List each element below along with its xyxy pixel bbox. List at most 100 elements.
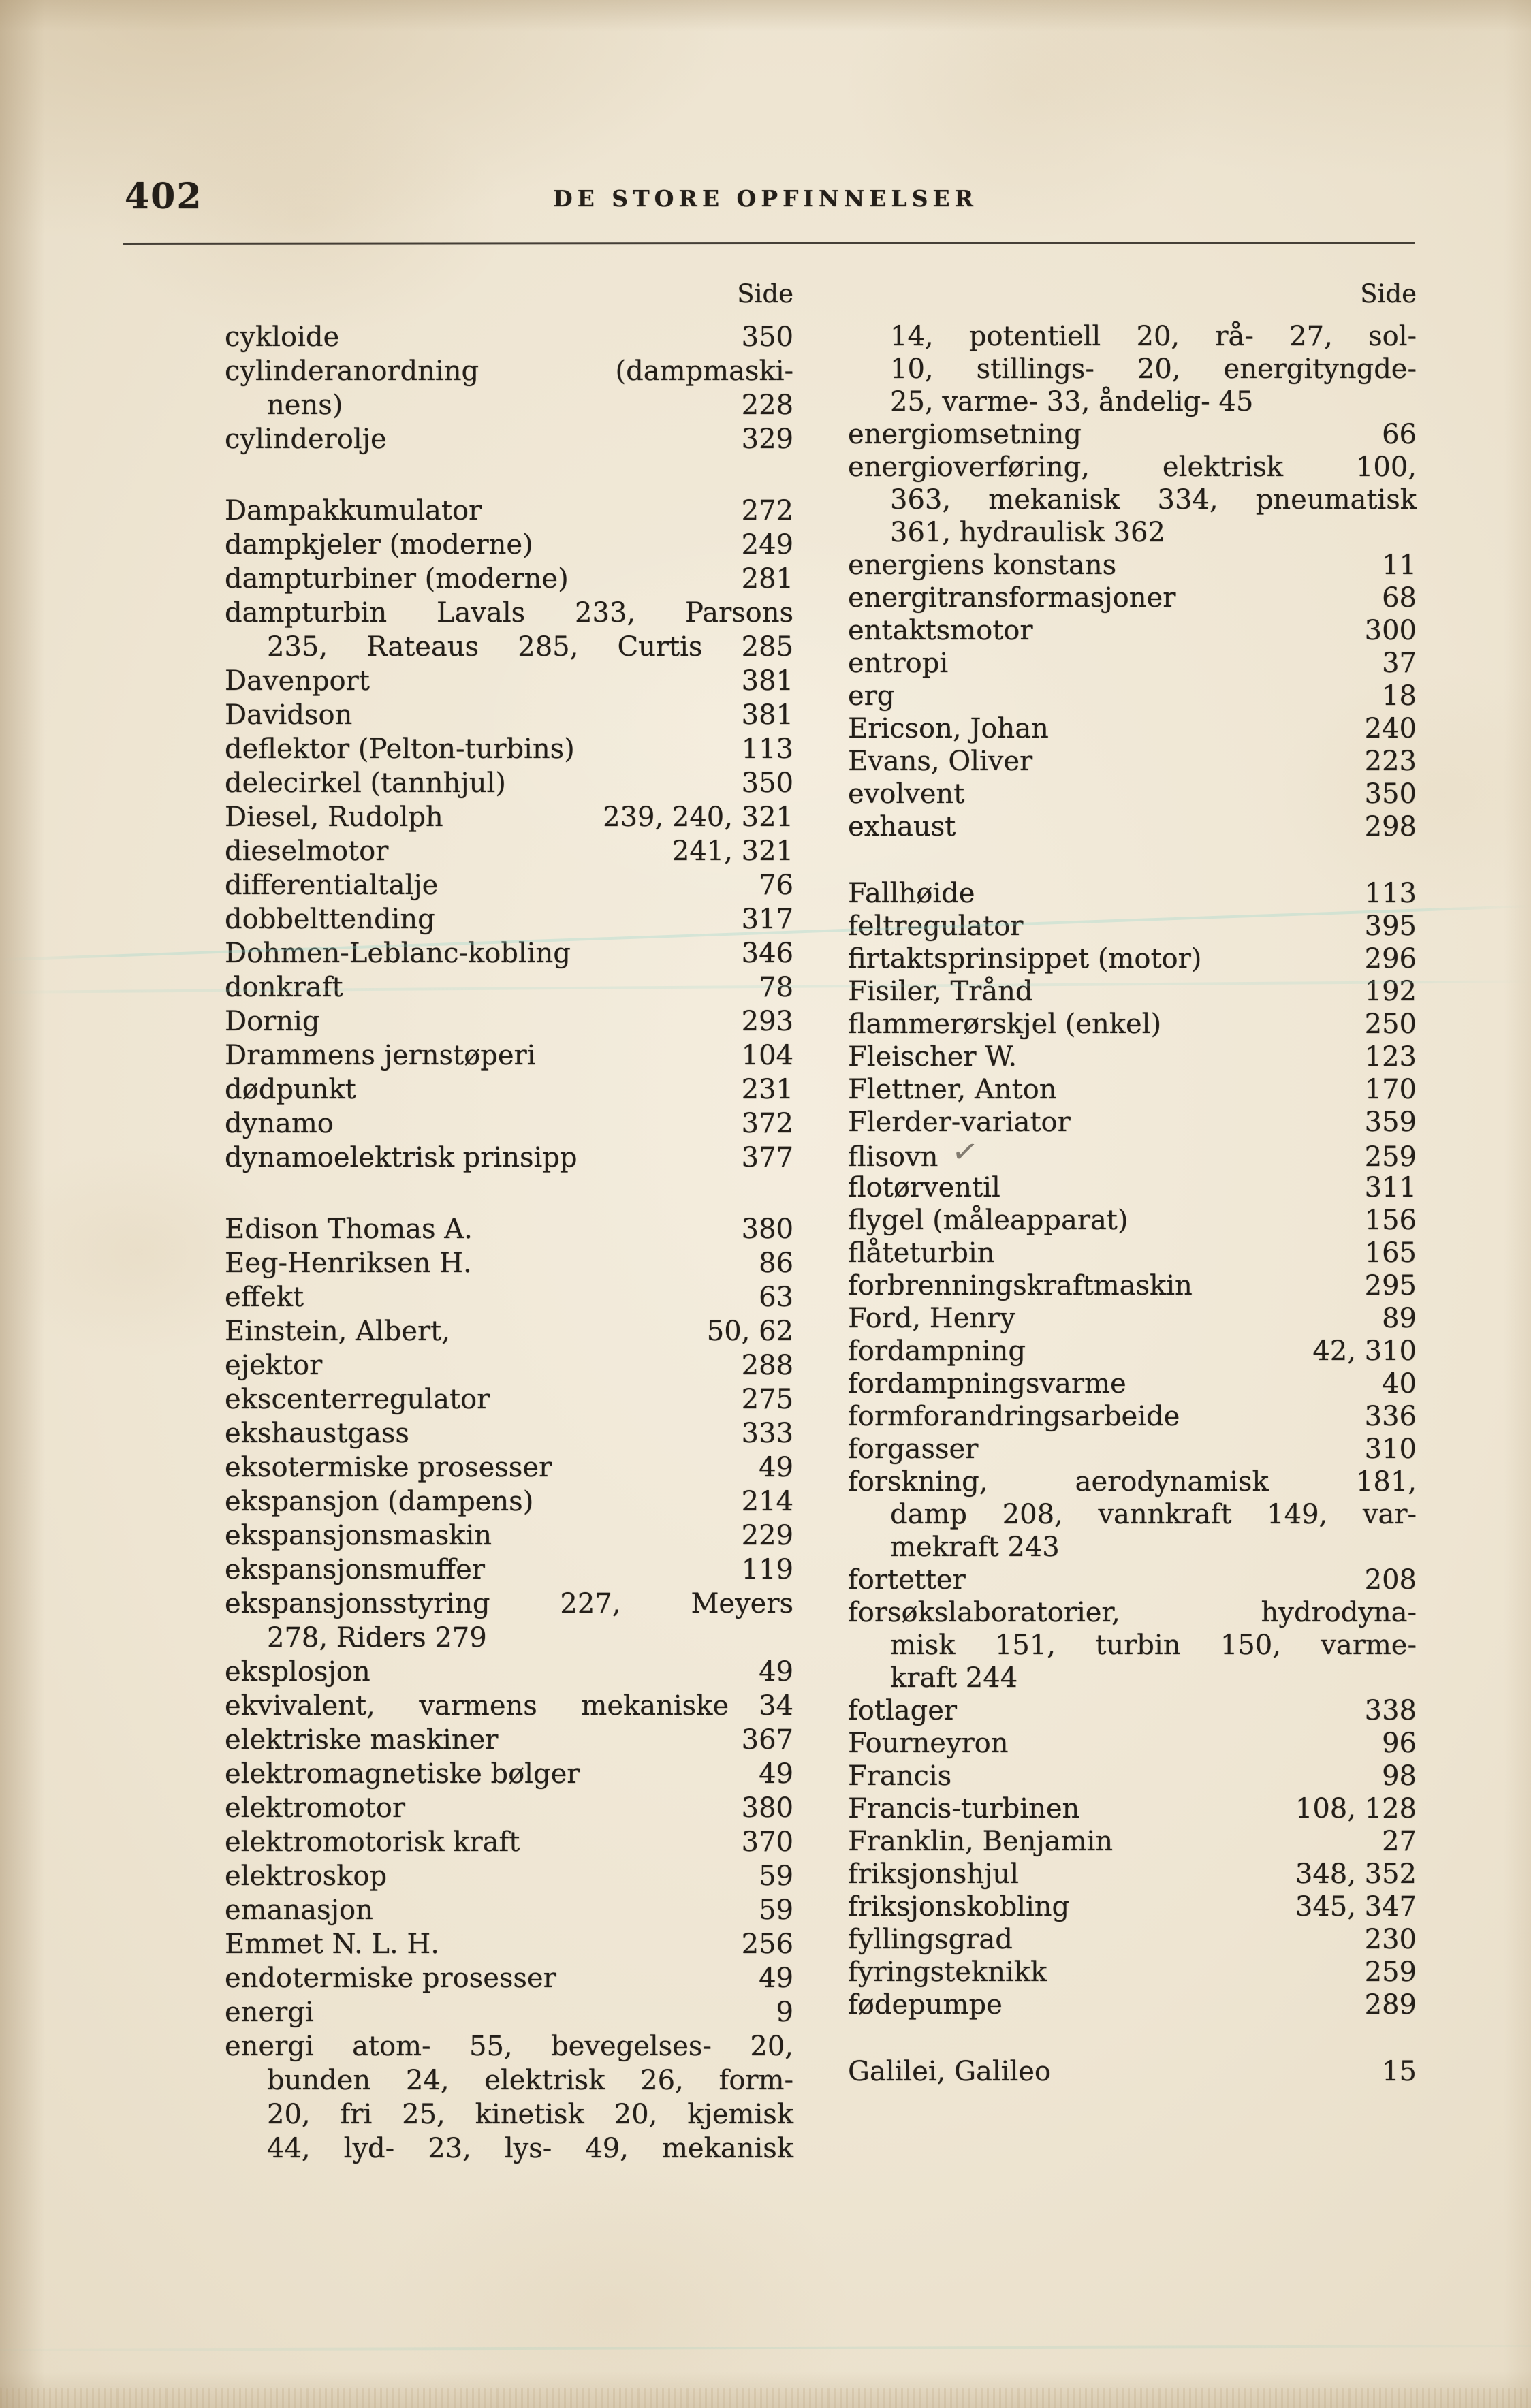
entry-text: flisovn — [848, 1141, 938, 1173]
scan-artifact-line — [0, 2345, 1531, 2351]
index-line: kraft 244 — [848, 1662, 1417, 1694]
entry-page: 348, 352 — [1295, 1858, 1417, 1890]
index-line: Drammens jernstøperi 104 — [225, 1039, 793, 1073]
index-line: elektroskop 59 — [225, 1859, 793, 1893]
index-line: damp 208, vannkraft 149, var- — [848, 1498, 1417, 1531]
index-line: ekvivalent, varmens mekaniske 34 — [225, 1689, 793, 1723]
entry-text: Drammens jernstøperi — [225, 1040, 536, 1071]
entry-text: ekspansjon (dampens) — [225, 1486, 534, 1517]
index-line: ekscenterregulator 275 — [225, 1382, 793, 1416]
index-line: Francis-turbinen 108, 128 — [848, 1792, 1417, 1825]
entry-page: 49 — [759, 1452, 793, 1483]
index-line: 44, lyd- 23, lys- 49, mekanisk — [225, 2132, 793, 2166]
entry-text: eksotermiske prosesser — [225, 1452, 552, 1483]
index-line: Galilei, Galileo 15 — [848, 2055, 1417, 2088]
entry-page: 66 — [1382, 419, 1417, 450]
index-line: flisovn ✓ 259 — [848, 1131, 1417, 1173]
index-column-left: cykloide 350 cylinderanordning (dampmaski-… — [225, 320, 793, 2166]
entry-page: 68 — [1382, 582, 1417, 614]
entry-text: fordampning — [848, 1335, 1026, 1367]
entry-text: energitransformasjoner — [848, 582, 1176, 614]
index-line: energi 9 — [225, 1995, 793, 2029]
entry-page: 104 — [741, 1040, 793, 1071]
index-line: dobbelttending 317 — [225, 902, 793, 936]
entry-text: fortetter — [848, 1564, 966, 1596]
index-line: exhaust 298 — [848, 810, 1417, 843]
entry-text: energiomsetning — [848, 419, 1082, 450]
index-line: energioverføring, elektrisk 100, — [848, 451, 1417, 484]
index-line: bunden 24, elektrisk 26, form- — [225, 2063, 793, 2097]
entry-page: 336 — [1364, 1401, 1417, 1432]
entry-text: Francis-turbinen — [848, 1793, 1080, 1824]
index-line: elektriske maskiner 367 — [225, 1723, 793, 1757]
entry-text: 25, varme- 33, åndelig- 45 — [890, 386, 1254, 417]
entry-page: 59 — [759, 1895, 793, 1926]
entry-text: Francis — [848, 1760, 952, 1792]
index-line: friksjonshjul 348, 352 — [848, 1858, 1417, 1890]
index-line: 10, stillings- 20, energityngde- — [848, 353, 1417, 385]
entry-page: 119 — [741, 1554, 793, 1585]
entry-page: 230 — [1364, 1924, 1417, 1955]
entry-text: donkraft — [225, 972, 343, 1003]
index-line: ejektor 288 — [225, 1348, 793, 1382]
entry-text: Fisiler, Trånd — [848, 976, 1033, 1007]
entry-text: ekshaustgass — [225, 1418, 409, 1449]
index-line: mekraft 243 — [848, 1531, 1417, 1564]
entry-text: entropi — [848, 648, 949, 679]
entry-page: 359 — [1364, 1107, 1417, 1138]
entry-page: 250 — [1364, 1009, 1417, 1040]
entry-text: Diesel, Rudolph — [225, 802, 443, 833]
entry-page: 42, 310 — [1312, 1335, 1417, 1367]
index-line: eksplosjon 49 — [225, 1655, 793, 1689]
pen-mark: ✓ — [949, 1131, 981, 1172]
entry-page: 350 — [741, 767, 793, 799]
entry-page: 78 — [759, 972, 793, 1003]
entry-page: 239, 240, 321 — [603, 802, 793, 833]
entry-page: 229 — [741, 1520, 793, 1551]
entry-page: 311 — [1364, 1172, 1417, 1203]
index-line: ekshaustgass 333 — [225, 1416, 793, 1451]
header-rule — [122, 242, 1416, 245]
entry-page: 228 — [741, 390, 793, 421]
entry-text: 14, potentiell 20, rå- 27, sol- — [890, 321, 1417, 352]
entry-page: 300 — [1364, 615, 1417, 646]
entry-page: 256 — [741, 1929, 793, 1960]
entry-text: elektromotor — [225, 1792, 405, 1824]
index-line: formforandringsarbeide 336 — [848, 1400, 1417, 1433]
index-line: flotørventil 311 — [848, 1171, 1417, 1204]
entry-page: 345, 347 — [1295, 1891, 1417, 1922]
entry-text: fyringsteknikk — [848, 1956, 1047, 1988]
entry-text: dampkjeler (moderne) — [225, 529, 533, 560]
entry-page: 98 — [1382, 1760, 1417, 1792]
entry-text: elektromotorisk kraft — [225, 1826, 520, 1858]
page-number: 402 — [125, 176, 203, 217]
index-line: 235, Rateaus 285, Curtis 285 — [225, 630, 793, 664]
entry-page: 113 — [1364, 878, 1417, 909]
entry-text: Davidson — [225, 699, 353, 731]
entry-page: 9 — [776, 1997, 793, 2028]
index-line: entropi 37 — [848, 647, 1417, 680]
entry-text: flammerørskjel (enkel) — [848, 1009, 1162, 1040]
index-line: evolvent 350 — [848, 778, 1417, 810]
index-line: elektromotor 380 — [225, 1791, 793, 1825]
index-line: fortetter 208 — [848, 1564, 1417, 1596]
entry-text: fyllingsgrad — [848, 1924, 1013, 1955]
index-line: 278, Riders 279 — [225, 1621, 793, 1655]
entry-text: dampturbiner (moderne) — [225, 563, 569, 595]
entry-page: 50, 62 — [706, 1316, 793, 1347]
entry-text: cylinderanordning (dampmaski- — [225, 355, 793, 387]
index-line: elektromagnetiske bølger 49 — [225, 1757, 793, 1791]
entry-text: dynamo — [225, 1108, 334, 1139]
entry-text: deflektor (Pelton-turbins) — [225, 733, 575, 765]
index-line: elektromotorisk kraft 370 — [225, 1825, 793, 1859]
entry-page: 108, 128 — [1295, 1793, 1417, 1824]
entry-page: 49 — [759, 1963, 793, 1994]
index-line: firtaktsprinsippet (motor) 296 — [848, 942, 1417, 975]
entry-text: misk 151, turbin 150, varme- — [890, 1630, 1417, 1661]
entry-page: 208 — [1364, 1564, 1417, 1596]
entry-page: 289 — [1364, 1989, 1417, 2021]
index-line: Fleischer W. 123 — [848, 1041, 1417, 1073]
entry-text: Flettner, Anton — [848, 1074, 1057, 1105]
index-line: Franklin, Benjamin 27 — [848, 1825, 1417, 1858]
